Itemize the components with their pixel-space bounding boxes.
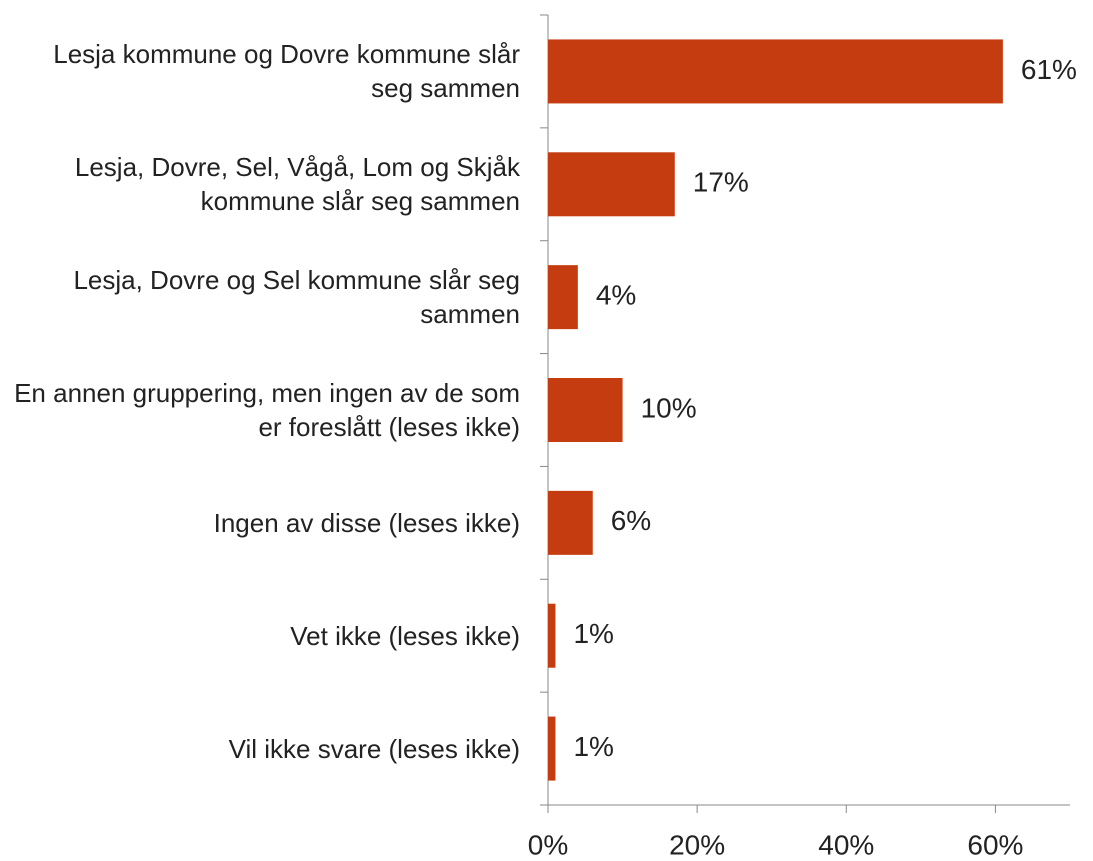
value-label: 17% [693, 167, 749, 198]
category-label: Lesja kommune og Dovre kommune slår seg … [53, 39, 520, 104]
value-label: 1% [573, 731, 613, 762]
category-label: En annen gruppering, men ingen av de som… [14, 378, 520, 442]
bar [548, 265, 578, 330]
x-tick-label: 60% [967, 829, 1023, 860]
bar [548, 152, 675, 217]
bar [548, 603, 556, 668]
value-label: 10% [641, 392, 697, 423]
value-label: 61% [1021, 54, 1077, 85]
bar [548, 490, 593, 555]
x-tick-label: 20% [669, 829, 725, 860]
category-label: Lesja, Dovre og Sel kommune slår seg sam… [73, 265, 520, 330]
category-label: Ingen av disse (leses ikke) [213, 507, 520, 538]
x-tick-label: 40% [818, 829, 874, 860]
value-label: 6% [611, 505, 651, 536]
x-tick-label: 0% [528, 829, 568, 860]
category-label: Vil ikke svare (leses ikke) [228, 733, 520, 764]
category-label: Lesja, Dovre, Sel, Vågå, Lom og Skjåk ko… [74, 152, 520, 217]
bar [548, 39, 1003, 104]
bar [548, 716, 556, 781]
value-label: 1% [573, 618, 613, 649]
value-label: 4% [596, 280, 636, 311]
bar [548, 378, 623, 442]
category-label: Vet ikke (leses ikke) [290, 620, 520, 651]
